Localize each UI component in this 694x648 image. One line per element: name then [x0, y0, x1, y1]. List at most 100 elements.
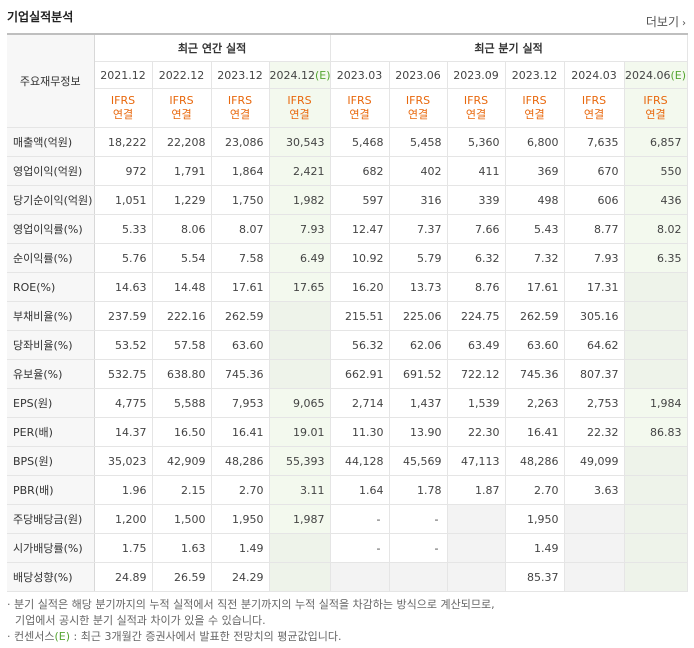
table-cell	[624, 359, 688, 389]
table-cell: 2.70	[505, 475, 565, 505]
table-cell: 7.93	[564, 243, 625, 273]
table-cell: 12.47	[329, 214, 390, 244]
more-link[interactable]: 더보기 ›	[646, 13, 686, 30]
table-row: PER(배) 14.37 16.50 16.41 19.01 11.30 13.90 22.3…	[7, 417, 688, 447]
estimate-mark: (E)	[670, 68, 687, 82]
table-cell: 48,286	[211, 446, 270, 476]
table-cell: 411	[447, 156, 506, 186]
period-header-9: 2024.06(E)	[624, 61, 688, 89]
financial-table-body: 매출액(억원) 18,222 22,208 23,086 30,543 5,468 5,45…	[7, 127, 688, 592]
ifrs-basis-2: IFRS 연결	[211, 88, 270, 128]
table-cell	[624, 533, 688, 563]
table-cell: 6,800	[505, 127, 565, 157]
table-cell: 5,468	[329, 127, 390, 157]
quarter-group-header: 최근 분기 실적	[329, 33, 688, 62]
table-cell: 6.32	[447, 243, 506, 273]
row-label: 유보율(%)	[7, 359, 95, 389]
period-header-8: 2024.03	[564, 61, 625, 89]
table-cell	[564, 533, 625, 563]
table-cell: 55,393	[269, 446, 331, 476]
table-cell: 606	[564, 185, 625, 215]
table-cell: 638.80	[152, 359, 212, 389]
table-cell: 682	[329, 156, 390, 186]
row-label: PER(배)	[7, 417, 95, 447]
row-label: 당기순이익(억원)	[7, 185, 95, 215]
row-label: 영업이익(억원)	[7, 156, 95, 186]
table-cell: 1,229	[152, 185, 212, 215]
table-cell: 305.16	[564, 301, 625, 331]
table-cell: -	[329, 504, 390, 534]
table-cell: 63.60	[211, 330, 270, 360]
ifrs-basis-5: IFRS 연결	[389, 88, 448, 128]
table-cell	[447, 562, 506, 592]
period-header-1: 2022.12	[152, 61, 212, 89]
table-cell: 6.49	[269, 243, 331, 273]
table-cell: 17.65	[269, 272, 331, 302]
table-row: 유보율(%) 532.75 638.80 745.36 662.91 691.52 722.…	[7, 359, 688, 389]
table-cell: 17.61	[211, 272, 270, 302]
table-cell: 1.78	[389, 475, 448, 505]
period-header-2: 2023.12	[211, 61, 270, 89]
table-cell: 1,500	[152, 504, 212, 534]
estimate-mark: (E)	[315, 68, 331, 82]
table-cell: -	[389, 533, 448, 563]
table-cell: 24.89	[94, 562, 153, 592]
table-cell: 369	[505, 156, 565, 186]
table-cell: 18,222	[94, 127, 153, 157]
table-cell: 224.75	[447, 301, 506, 331]
table-cell: 53.52	[94, 330, 153, 360]
ifrs-basis-0: IFRS 연결	[94, 88, 153, 128]
table-cell: 1,950	[505, 504, 565, 534]
table-cell: 47,113	[447, 446, 506, 476]
table-cell: 532.75	[94, 359, 153, 389]
table-cell: 8.77	[564, 214, 625, 244]
table-cell: 14.48	[152, 272, 212, 302]
table-cell: 30,543	[269, 127, 331, 157]
table-cell: 17.31	[564, 272, 625, 302]
table-cell: 7,635	[564, 127, 625, 157]
table-cell: 5.76	[94, 243, 153, 273]
chevron-right-icon: ›	[682, 18, 686, 29]
table-cell: 6.35	[624, 243, 688, 273]
row-label: 시가배당률(%)	[7, 533, 95, 563]
table-cell: 49,099	[564, 446, 625, 476]
table-cell: 5.43	[505, 214, 565, 244]
table-cell: 662.91	[329, 359, 390, 389]
table-cell: 13.73	[389, 272, 448, 302]
table-cell: 42,909	[152, 446, 212, 476]
row-label: PBR(배)	[7, 475, 95, 505]
table-cell: 16.41	[211, 417, 270, 447]
row-label: 배당성향(%)	[7, 562, 95, 592]
table-cell: 8.06	[152, 214, 212, 244]
table-cell: 24.29	[211, 562, 270, 592]
table-cell: 402	[389, 156, 448, 186]
row-label: 주당배당금(원)	[7, 504, 95, 534]
table-cell: 63.49	[447, 330, 506, 360]
table-row: 시가배당률(%) 1.75 1.63 1.49- -1.49	[7, 533, 688, 563]
table-cell	[564, 562, 625, 592]
table-cell: 7.32	[505, 243, 565, 273]
table-cell: 6,857	[624, 127, 688, 157]
table-row: 당기순이익(억원) 1,051 1,229 1,750 1,982 597 316 339 49…	[7, 185, 688, 215]
table-cell: 5.79	[389, 243, 448, 273]
table-cell: 23,086	[211, 127, 270, 157]
table-cell: 16.50	[152, 417, 212, 447]
table-cell	[329, 562, 390, 592]
table-cell: 1,791	[152, 156, 212, 186]
table-cell	[269, 359, 331, 389]
table-cell: 1.87	[447, 475, 506, 505]
table-cell: 2.70	[211, 475, 270, 505]
table-cell: 7.93	[269, 214, 331, 244]
table-cell	[624, 504, 688, 534]
ifrs-header-row: IFRS 연결 IFRS 연결 IFRS 연결 IFRS 연결 IFRS 연결 IFRS 연결 IFRS…	[7, 88, 688, 128]
section-title: 기업실적분석	[7, 10, 74, 24]
table-cell: 22,208	[152, 127, 212, 157]
row-label: EPS(원)	[7, 388, 95, 418]
footnotes: · 분기 실적은 해당 분기까지의 누적 실적에서 직전 분기까지의 누적 실적…	[7, 597, 495, 645]
table-cell: 64.62	[564, 330, 625, 360]
table-cell	[624, 330, 688, 360]
table-cell: 2,714	[329, 388, 390, 418]
table-cell: 1,051	[94, 185, 153, 215]
table-cell: 1,982	[269, 185, 331, 215]
